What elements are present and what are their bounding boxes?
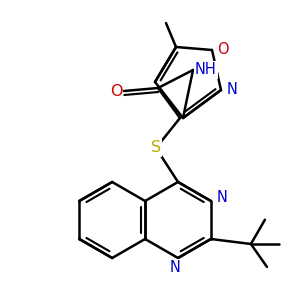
Text: S: S: [151, 140, 161, 155]
Text: N: N: [169, 260, 180, 275]
Text: O: O: [217, 43, 229, 58]
Text: NH: NH: [195, 62, 217, 77]
Text: O: O: [110, 85, 122, 100]
Text: N: N: [226, 82, 237, 98]
Text: N: N: [217, 190, 227, 206]
